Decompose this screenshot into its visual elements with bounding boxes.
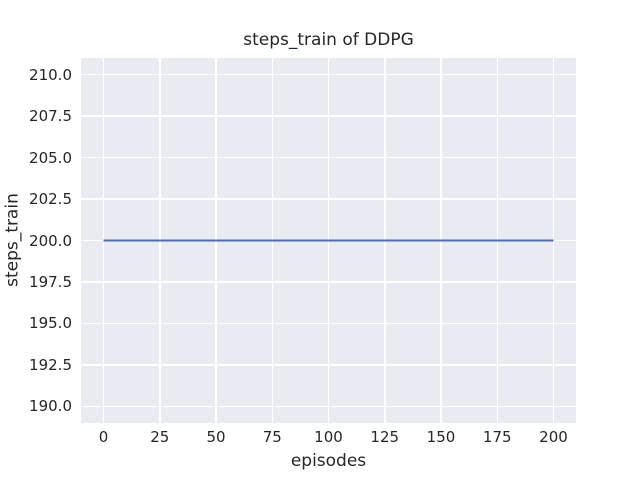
- y-gridline: [81, 322, 576, 325]
- x-tick-label: 100: [314, 428, 343, 446]
- y-tick-label: 205.0: [29, 148, 72, 167]
- chart-title: steps_train of DDPG: [243, 30, 414, 50]
- y-gridline: [81, 73, 576, 76]
- x-tick-label: 25: [150, 428, 170, 446]
- x-tick-label: 175: [482, 428, 512, 446]
- y-tick-label: 200.0: [29, 231, 72, 250]
- x-tick-label: 125: [370, 428, 400, 446]
- y-tick-label: 195.0: [29, 314, 72, 333]
- x-tick-label: 150: [426, 428, 456, 446]
- y-gridline: [81, 281, 576, 283]
- y-gridline: [81, 198, 576, 200]
- plot-area: [81, 58, 576, 423]
- x-axis-label: episodes: [290, 451, 367, 471]
- x-tick-label: 75: [262, 428, 282, 446]
- y-gridline: [81, 364, 576, 366]
- series-layer: [103, 239, 554, 242]
- y-tick-label: 202.5: [29, 190, 72, 209]
- y-tick-label: 210.0: [29, 65, 72, 84]
- y-gridline: [81, 405, 576, 408]
- y-tick-label: 192.5: [29, 355, 72, 374]
- x-tick-label: 0: [98, 428, 109, 446]
- x-tick-label: 50: [206, 428, 226, 446]
- y-tick-label: 207.5: [29, 107, 72, 126]
- y-tick-label: 190.0: [29, 397, 72, 416]
- x-tick-label: 200: [539, 428, 568, 446]
- y-gridline: [81, 115, 576, 117]
- y-gridline: [81, 156, 576, 159]
- y-tick-label: 197.5: [29, 272, 72, 291]
